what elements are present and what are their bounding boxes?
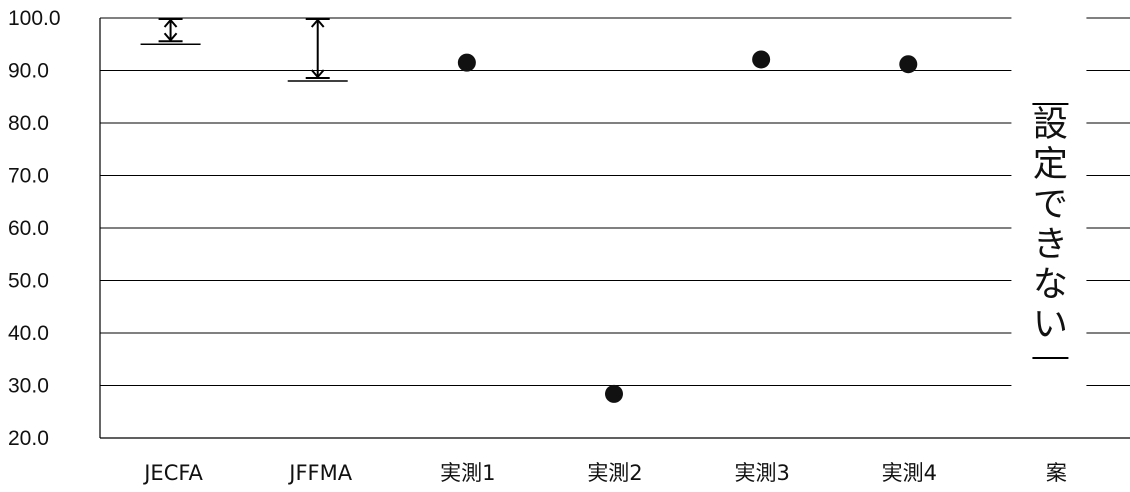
annotation-char: き <box>1033 225 1068 265</box>
data-point <box>605 384 623 403</box>
range-marker-jecfa <box>140 18 201 45</box>
x-tick-label: 実測3 <box>734 461 789 485</box>
y-tick-label: 60.0 <box>8 217 49 240</box>
y-tick-label: 20.0 <box>8 427 49 450</box>
annotation-char: な <box>1033 265 1068 305</box>
y-tick-label: 100.0 <box>8 7 61 30</box>
data-point <box>899 55 918 74</box>
y-tick-labels: 20.0 30.0 40.0 50.0 60.0 70.0 80.0 90.0 100.0 <box>8 7 61 450</box>
gridlines <box>100 17 1130 386</box>
data-point <box>457 53 476 72</box>
range-markers <box>140 18 348 82</box>
y-tick-label: 70.0 <box>8 165 49 188</box>
data-points <box>457 50 918 403</box>
x-tick-label: JFFMA <box>287 461 352 485</box>
range-arrow-up <box>163 18 178 28</box>
y-tick-label: 90.0 <box>8 60 49 83</box>
y-tick-label: 50.0 <box>8 270 49 293</box>
y-tick-label: 30.0 <box>8 375 49 398</box>
axes <box>99 18 1130 439</box>
range-marker-jffma <box>287 18 348 82</box>
x-tick-label: 実測4 <box>882 461 937 485</box>
annotation-char: 設 <box>1033 105 1068 145</box>
x-tick-label: 実測2 <box>587 461 642 485</box>
annotation-char: 定 <box>1033 145 1068 185</box>
range-arrow-down <box>163 32 178 42</box>
x-tick-label: 実測1 <box>440 461 495 485</box>
y-tick-label: 40.0 <box>8 322 49 345</box>
x-tick-label: 案 <box>1046 461 1067 485</box>
y-tick-label: 80.0 <box>8 112 49 135</box>
annotation-char: で <box>1033 185 1068 225</box>
range-arrow-down <box>310 69 325 79</box>
annotation-char: い <box>1033 305 1068 345</box>
x-tick-labels: JECFA JFFMA 実測1 実測2 実測3 実測4 案 <box>142 461 1067 485</box>
range-arrow-up <box>310 18 325 28</box>
x-tick-label: JECFA <box>142 461 203 485</box>
data-point <box>752 50 771 69</box>
